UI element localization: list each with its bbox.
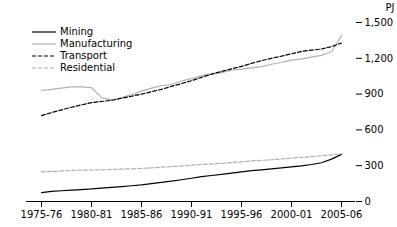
svg-text:2005-06: 2005-06 (321, 209, 363, 220)
html-text:Mining: Mining (60, 26, 94, 37)
svg-text:1985-86: 1985-86 (121, 209, 163, 220)
html-text:Manufacturing: Manufacturing (60, 38, 133, 49)
svg-text:1,200: 1,200 (365, 53, 394, 64)
svg-text:900: 900 (365, 88, 384, 99)
svg-text:0: 0 (365, 196, 371, 207)
html-text:Residential: Residential (60, 62, 116, 73)
svg-text:1975-76: 1975-76 (21, 209, 63, 220)
svg-text:1990-91: 1990-91 (171, 209, 213, 220)
svg-text:1995-96: 1995-96 (221, 209, 263, 220)
svg-text:2000-01: 2000-01 (271, 209, 313, 220)
svg-text:600: 600 (365, 124, 384, 135)
html-text:Transport: Transport (60, 50, 107, 61)
svg-text:1980-81: 1980-81 (71, 209, 113, 220)
svg-text:300: 300 (365, 160, 384, 171)
svg-text:PJ: PJ (386, 2, 395, 13)
svg-text:1,500: 1,500 (365, 17, 394, 28)
